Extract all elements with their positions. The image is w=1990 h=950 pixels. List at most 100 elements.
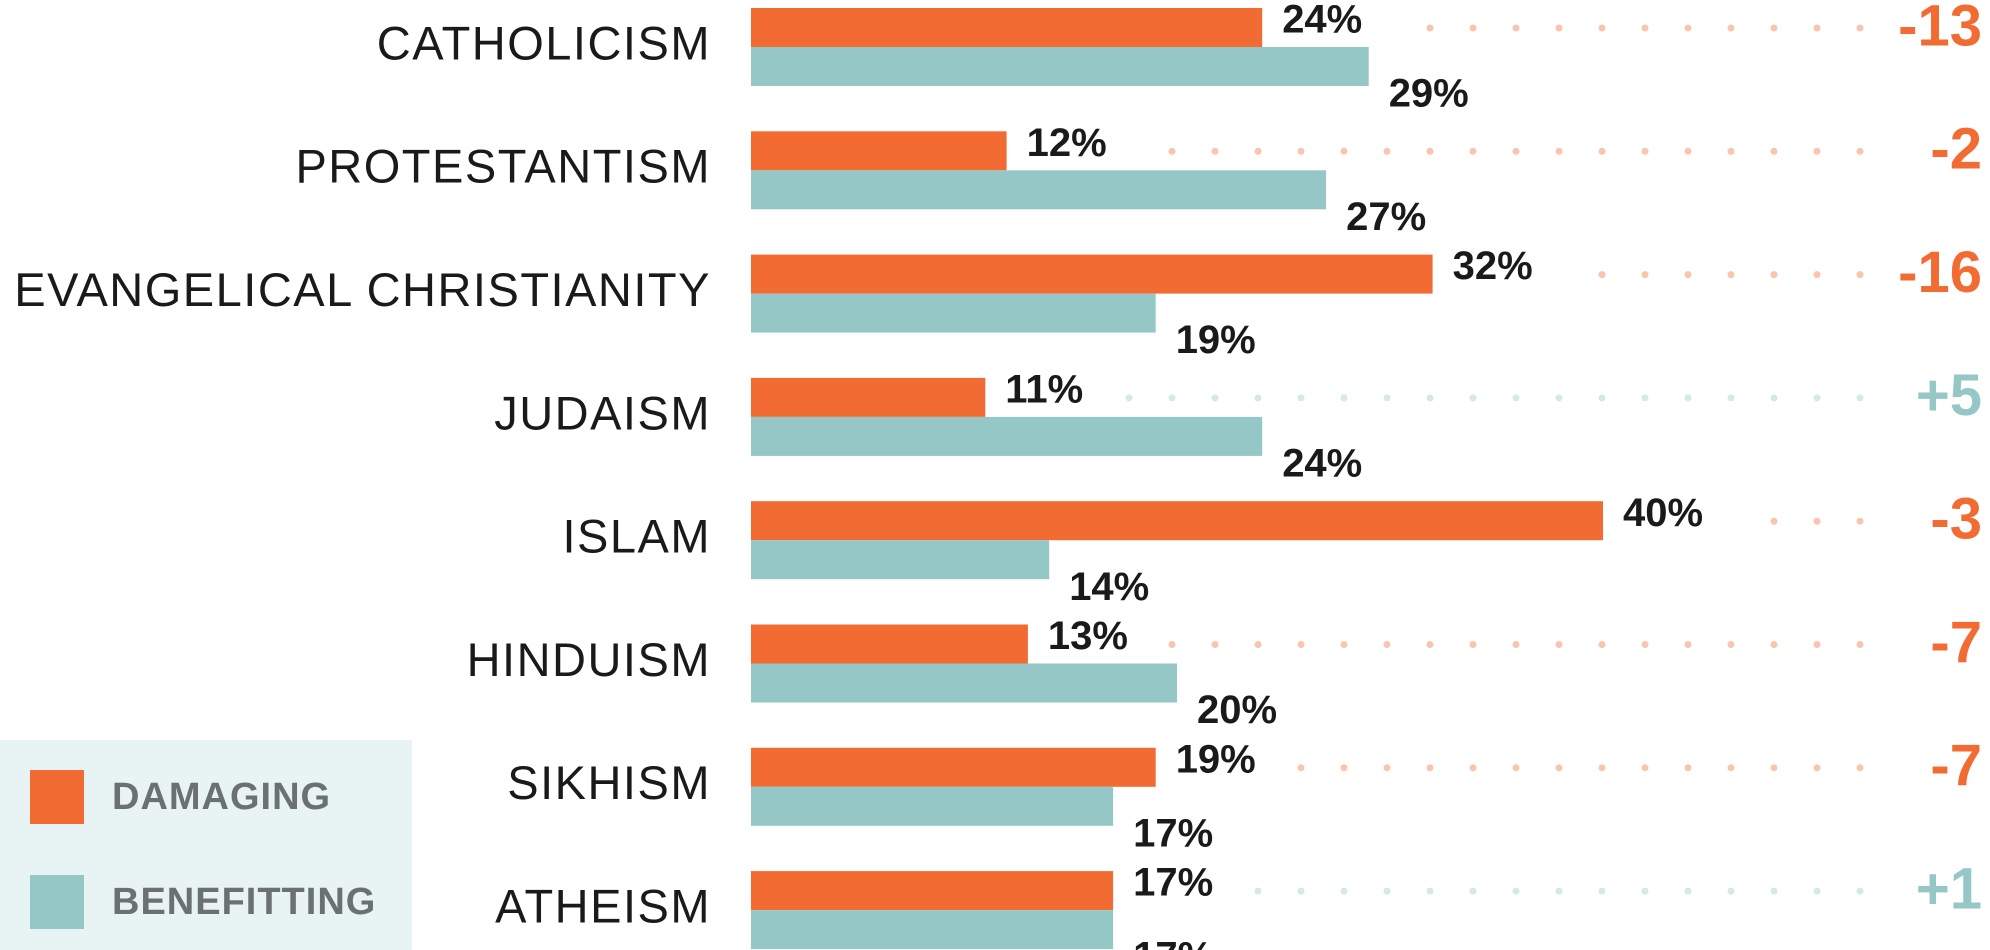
- dot: [1297, 641, 1305, 648]
- dot: [1856, 394, 1864, 402]
- category-label: CATHOLICISM: [377, 16, 711, 69]
- dot: [1469, 394, 1477, 402]
- dot: [1813, 24, 1821, 32]
- bar: [751, 416, 1263, 456]
- dot: [1254, 147, 1262, 155]
- legend-swatch: [30, 770, 84, 824]
- dot: [1555, 887, 1563, 895]
- value-label: 29%: [1389, 72, 1469, 116]
- dot: [1770, 147, 1778, 155]
- dot: [1598, 764, 1606, 772]
- value-label: 24%: [1282, 0, 1362, 42]
- value-label: 17%: [1133, 935, 1213, 950]
- dot: [1813, 641, 1821, 648]
- value-label: 27%: [1346, 195, 1426, 239]
- dot: [1641, 147, 1649, 155]
- value-label: 12%: [1027, 121, 1107, 165]
- value-label: 19%: [1176, 737, 1256, 781]
- dot: [1727, 394, 1735, 402]
- dot: [1426, 641, 1434, 648]
- dot: [1469, 24, 1477, 32]
- dot: [1684, 764, 1692, 772]
- dot: [1684, 147, 1692, 155]
- bar: [751, 8, 1263, 47]
- dot: [1383, 147, 1391, 155]
- category-label: EVANGELICAL CHRISTIANITY: [14, 263, 711, 316]
- dot: [1598, 641, 1606, 648]
- dot: [1727, 764, 1735, 772]
- dot: [1727, 147, 1735, 155]
- dot: [1598, 24, 1606, 32]
- dot: [1297, 394, 1305, 402]
- dot: [1254, 641, 1262, 648]
- bar: [751, 47, 1369, 86]
- category-label: ATHEISM: [495, 880, 711, 933]
- dot: [1770, 394, 1778, 402]
- dot: [1770, 517, 1778, 525]
- dot: [1125, 394, 1133, 402]
- dot: [1340, 394, 1348, 402]
- bar: [751, 663, 1177, 703]
- dot: [1426, 764, 1434, 772]
- bar: [751, 747, 1156, 787]
- bar: [751, 254, 1433, 294]
- bar: [751, 170, 1327, 210]
- dot: [1856, 271, 1864, 279]
- bar: [751, 540, 1050, 580]
- legend-label: DAMAGING: [112, 776, 331, 818]
- dot: [1340, 147, 1348, 155]
- dot: [1555, 147, 1563, 155]
- dot: [1211, 641, 1219, 648]
- dot: [1727, 887, 1735, 895]
- dot: [1641, 887, 1649, 895]
- bar: [751, 377, 986, 417]
- dot: [1813, 147, 1821, 155]
- dot: [1856, 24, 1864, 32]
- net-label: +1: [1916, 856, 1982, 921]
- dot: [1512, 641, 1520, 648]
- value-label: 24%: [1282, 441, 1362, 485]
- dot: [1469, 641, 1477, 648]
- dot: [1254, 887, 1262, 895]
- dot: [1813, 887, 1821, 895]
- dot: [1598, 271, 1606, 279]
- value-label: 17%: [1133, 861, 1213, 905]
- net-label: -7: [1930, 733, 1982, 798]
- dot: [1469, 147, 1477, 155]
- dot: [1426, 24, 1434, 32]
- dot: [1813, 764, 1821, 772]
- dot: [1211, 394, 1219, 402]
- value-label: 17%: [1133, 811, 1213, 855]
- dot: [1856, 147, 1864, 155]
- dot: [1383, 641, 1391, 648]
- dot: [1254, 394, 1262, 402]
- dot: [1426, 887, 1434, 895]
- category-label: JUDAISM: [494, 386, 711, 439]
- bar: [751, 910, 1114, 950]
- dot: [1641, 394, 1649, 402]
- dot: [1856, 887, 1864, 895]
- net-label: -7: [1930, 610, 1982, 675]
- dot: [1340, 764, 1348, 772]
- legend-swatch: [30, 875, 84, 929]
- category-label: ISLAM: [562, 510, 711, 563]
- value-label: 19%: [1176, 318, 1256, 362]
- dot: [1598, 147, 1606, 155]
- dot: [1426, 147, 1434, 155]
- dot: [1770, 887, 1778, 895]
- bar: [751, 293, 1156, 333]
- dot: [1168, 147, 1176, 155]
- dot: [1684, 887, 1692, 895]
- dot: [1684, 271, 1692, 279]
- net-label: -3: [1930, 487, 1982, 552]
- dot: [1555, 24, 1563, 32]
- dot: [1383, 764, 1391, 772]
- dot: [1598, 394, 1606, 402]
- dot: [1684, 641, 1692, 648]
- dot: [1512, 147, 1520, 155]
- dot: [1813, 271, 1821, 279]
- dot: [1211, 147, 1219, 155]
- dot: [1727, 271, 1735, 279]
- dot: [1383, 887, 1391, 895]
